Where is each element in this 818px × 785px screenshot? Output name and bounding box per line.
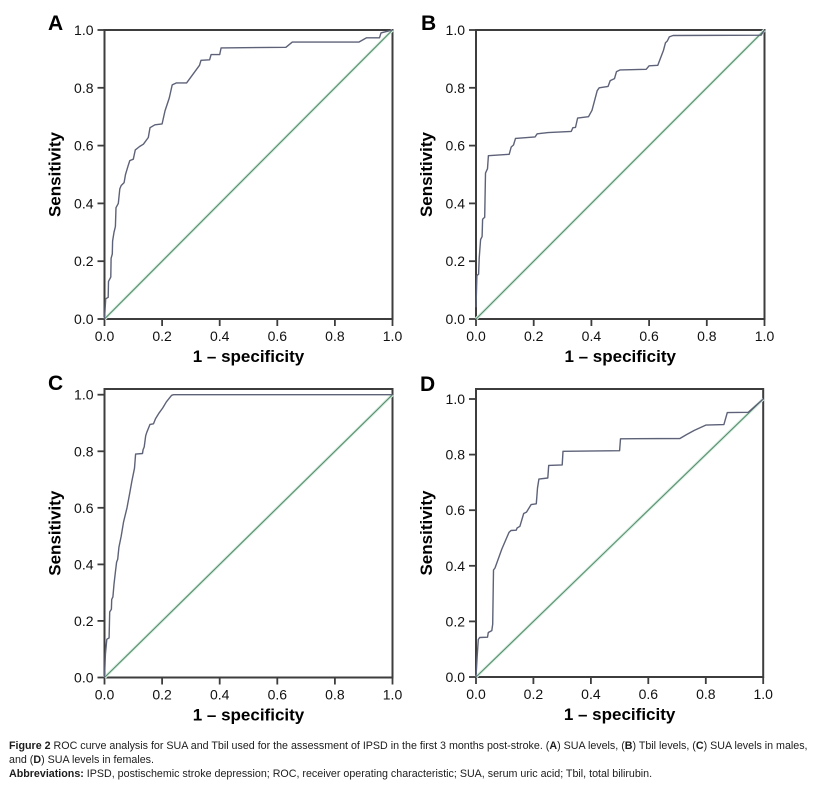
svg-text:0.6: 0.6 — [639, 686, 659, 702]
svg-text:1.0: 1.0 — [446, 391, 466, 407]
svg-text:0.0: 0.0 — [74, 670, 94, 686]
svg-text:C: C — [48, 372, 63, 395]
svg-text:0.6: 0.6 — [268, 328, 288, 344]
svg-text:1.0: 1.0 — [383, 328, 403, 344]
svg-text:Sensitivity: Sensitivity — [417, 131, 436, 217]
svg-text:0.6: 0.6 — [74, 500, 94, 516]
svg-text:0.4: 0.4 — [210, 687, 230, 703]
svg-text:0.4: 0.4 — [582, 328, 602, 344]
svg-text:D: D — [420, 373, 435, 396]
svg-text:0.2: 0.2 — [524, 328, 544, 344]
svg-text:B: B — [421, 12, 436, 35]
svg-text:0.6: 0.6 — [639, 328, 659, 344]
svg-text:1 – specificity: 1 – specificity — [193, 706, 305, 725]
svg-text:0.0: 0.0 — [95, 687, 115, 703]
svg-text:1 – specificity: 1 – specificity — [564, 347, 676, 366]
svg-text:0.2: 0.2 — [524, 686, 544, 702]
svg-text:1.0: 1.0 — [446, 22, 466, 38]
svg-text:0.2: 0.2 — [152, 328, 172, 344]
svg-text:0.8: 0.8 — [74, 80, 94, 96]
svg-text:1.0: 1.0 — [753, 686, 773, 702]
svg-text:0.4: 0.4 — [74, 556, 94, 572]
svg-text:1.0: 1.0 — [74, 22, 94, 38]
svg-text:Sensitivity: Sensitivity — [46, 131, 65, 217]
svg-text:1.0: 1.0 — [383, 687, 403, 703]
svg-text:0.4: 0.4 — [581, 686, 601, 702]
svg-text:Sensitivity: Sensitivity — [417, 490, 436, 576]
svg-text:0.8: 0.8 — [325, 687, 345, 703]
svg-text:0.8: 0.8 — [696, 686, 716, 702]
svg-text:0.2: 0.2 — [446, 253, 466, 269]
svg-text:1 – specificity: 1 – specificity — [193, 347, 305, 366]
svg-text:0.0: 0.0 — [74, 311, 94, 327]
svg-text:0.8: 0.8 — [697, 328, 717, 344]
svg-text:0.6: 0.6 — [446, 502, 466, 518]
svg-text:0.0: 0.0 — [95, 328, 115, 344]
svg-text:0.2: 0.2 — [74, 253, 94, 269]
svg-text:0.2: 0.2 — [446, 613, 466, 629]
svg-text:0.8: 0.8 — [74, 443, 94, 459]
svg-text:1 – specificity: 1 – specificity — [564, 705, 676, 724]
svg-text:1.0: 1.0 — [74, 387, 94, 403]
svg-text:0.2: 0.2 — [74, 613, 94, 629]
svg-text:A: A — [48, 12, 63, 35]
svg-text:0.8: 0.8 — [325, 328, 345, 344]
svg-text:0.4: 0.4 — [446, 195, 466, 211]
svg-text:0.0: 0.0 — [446, 311, 466, 327]
svg-text:0.0: 0.0 — [466, 686, 486, 702]
svg-text:0.4: 0.4 — [446, 558, 466, 574]
svg-text:0.8: 0.8 — [446, 447, 466, 463]
svg-text:0.4: 0.4 — [74, 195, 94, 211]
svg-text:0.6: 0.6 — [74, 138, 94, 154]
svg-text:0.0: 0.0 — [446, 669, 466, 685]
svg-text:0.8: 0.8 — [446, 80, 466, 96]
svg-text:0.6: 0.6 — [446, 138, 466, 154]
svg-text:0.4: 0.4 — [210, 328, 230, 344]
svg-text:0.6: 0.6 — [268, 687, 288, 703]
svg-text:0.0: 0.0 — [466, 328, 486, 344]
svg-text:Sensitivity: Sensitivity — [46, 490, 65, 576]
svg-text:0.2: 0.2 — [152, 687, 172, 703]
svg-text:1.0: 1.0 — [755, 328, 775, 344]
